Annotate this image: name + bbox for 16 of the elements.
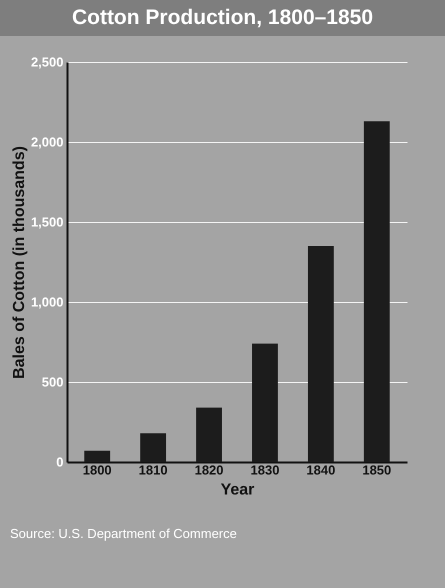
x-tick-label: 1850 xyxy=(362,462,392,478)
y-tick-label: 0 xyxy=(56,454,64,470)
x-tick-label: 1840 xyxy=(306,462,336,478)
y-tick-label: 1,000 xyxy=(30,294,64,310)
x-tick-label: 1820 xyxy=(194,462,224,478)
y-tick-label: 500 xyxy=(42,374,64,390)
y-tick-label: 2,500 xyxy=(30,54,64,70)
y-axis-title: Bales of Cotton (in thousands) xyxy=(10,146,28,379)
x-tick-label: 1830 xyxy=(250,462,280,478)
source-note: Source: U.S. Department of Commerce xyxy=(9,525,238,543)
x-tick-label: 1810 xyxy=(138,462,168,478)
chart-title: Cotton Production, 1800–1850 xyxy=(0,0,445,36)
x-tick-label: 1800 xyxy=(82,462,112,478)
x-axis-title: Year xyxy=(220,482,254,498)
y-tick-label: 2,000 xyxy=(30,134,64,150)
y-tick-label: 1,500 xyxy=(30,214,64,230)
